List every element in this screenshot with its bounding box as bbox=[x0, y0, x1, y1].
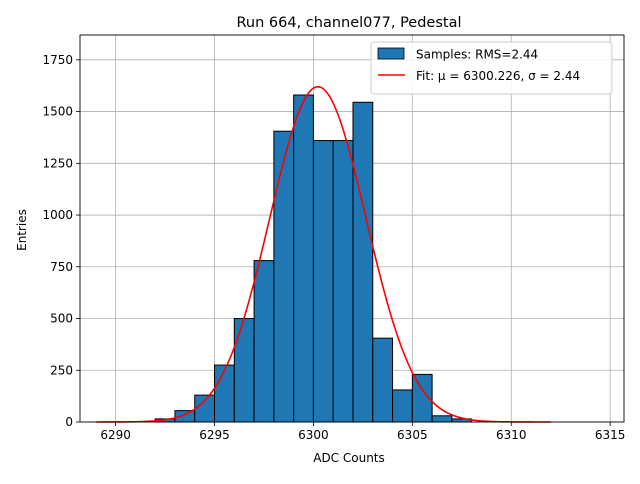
y-tick-label: 750 bbox=[50, 260, 73, 274]
histogram-bar bbox=[253, 260, 275, 423]
histogram-bar bbox=[431, 415, 453, 423]
y-axis-label: Entries bbox=[15, 209, 29, 251]
legend-swatch-samples bbox=[377, 47, 405, 60]
histogram-bar bbox=[392, 389, 413, 423]
y-tick-label: 1000 bbox=[42, 208, 73, 222]
y-tick-label: 1750 bbox=[42, 53, 73, 67]
legend: Samples: RMS=2.44 Fit: μ = 6300.226, σ =… bbox=[370, 41, 613, 95]
legend-label-fit: Fit: μ = 6300.226, σ = 2.44 bbox=[416, 69, 580, 83]
histogram-bar bbox=[293, 94, 314, 423]
y-tick-label: 1500 bbox=[42, 105, 73, 119]
axis-ticks: 6290 6295 6300 6305 6310 6315 0 250 500 750 1000 12… bbox=[42, 53, 625, 442]
x-tick-label: 6290 bbox=[100, 428, 131, 442]
histogram-bar bbox=[312, 140, 334, 423]
gaussian-fit-curve bbox=[95, 85, 551, 423]
y-tick-label: 1250 bbox=[42, 156, 73, 170]
histogram-bar bbox=[194, 394, 216, 423]
y-tick-label: 0 bbox=[65, 415, 73, 429]
chart-title: Run 664, channel077, Pedestal bbox=[236, 15, 461, 31]
histogram-bar bbox=[352, 101, 374, 423]
histogram-bar bbox=[273, 130, 295, 423]
histogram-bar bbox=[233, 318, 255, 423]
x-tick-label: 6310 bbox=[496, 428, 527, 442]
x-tick-label: 6315 bbox=[595, 428, 626, 442]
y-tick-label: 500 bbox=[50, 312, 73, 326]
legend-label-samples: Samples: RMS=2.44 bbox=[416, 48, 538, 62]
histogram-bar bbox=[332, 140, 354, 423]
histogram-bar bbox=[372, 337, 394, 423]
legend-frame bbox=[370, 41, 613, 95]
fit-curve-layer bbox=[95, 85, 551, 423]
x-tick-label: 6300 bbox=[298, 428, 329, 442]
histogram-bar bbox=[214, 364, 235, 423]
x-tick-label: 6295 bbox=[199, 428, 230, 442]
y-tick-label: 250 bbox=[50, 363, 73, 377]
x-axis-label: ADC Counts bbox=[313, 451, 385, 465]
plot-frame bbox=[79, 34, 625, 423]
x-tick-label: 6305 bbox=[397, 428, 428, 442]
